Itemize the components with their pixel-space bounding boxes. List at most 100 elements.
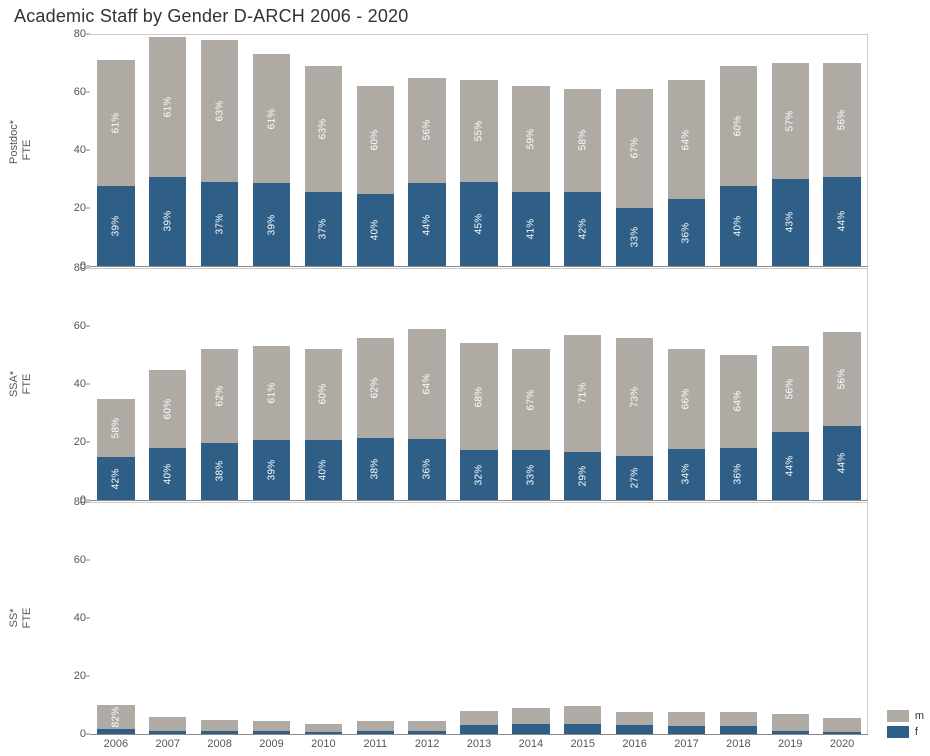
y-tick: 20 [62,202,86,214]
y-tick: 60 [62,86,86,98]
y-tick: 80 [62,496,86,508]
bar-m [772,714,809,731]
pct-label-f: 32% [474,465,485,486]
bar-m [668,712,705,726]
bar-m [408,721,445,731]
panel-sublabel-1: FTE [21,370,33,398]
x-tick: 2020 [830,738,854,750]
pct-label-f: 36% [422,459,433,480]
bar-m [201,720,238,732]
legend-label-m: m [915,710,924,722]
panel-label-1: SSA* [8,370,20,398]
pct-label-m: 82% [110,707,121,728]
pct-label-f: 42% [577,219,588,240]
pct-label-m: 61% [266,383,277,404]
pct-label-m: 71% [577,383,588,404]
panel-label-0: Postdoc* [8,136,20,164]
y-tick: 40 [62,144,86,156]
bar-f [253,731,290,734]
pct-label-f: 40% [318,460,329,481]
panel-1: SSA*FTE02040608042%58%40%60%38%62%39%61%… [28,268,868,500]
y-tick: 80 [62,262,86,274]
pct-label-f: 44% [837,453,848,474]
x-tick: 2015 [570,738,594,750]
y-tick: 80 [62,28,86,40]
plot-region: Postdoc*FTE02040608039%61%39%61%37%63%39… [0,34,930,756]
pct-label-m: 58% [577,130,588,151]
pct-label-f: 38% [370,459,381,480]
legend-label-f: f [915,726,918,738]
bar-m [720,712,757,726]
bar-f [357,731,394,734]
y-tick: 60 [62,320,86,332]
pct-label-f: 39% [266,214,277,235]
pct-label-f: 37% [318,219,329,240]
legend-item-m: m [887,708,924,724]
y-tick: 20 [62,436,86,448]
pct-label-m: 67% [525,389,536,410]
pct-label-m: 62% [214,386,225,407]
bar-f [305,732,342,734]
legend-swatch-f [887,726,909,738]
x-tick: 2014 [519,738,543,750]
x-tick: 2016 [622,738,646,750]
legend-swatch-m [887,710,909,722]
bar-m [616,712,653,725]
bar-m [460,711,497,725]
panel-sublabel-0: FTE [21,136,33,164]
pct-label-f: 40% [370,220,381,241]
pct-label-m: 63% [214,101,225,122]
pct-label-m: 64% [681,130,692,151]
bar-f [668,726,705,734]
pct-label-f: 43% [785,212,796,233]
pct-label-f: 34% [681,464,692,485]
chart-area-1: 42%58%40%60%38%62%39%61%40%60%38%62%36%6… [90,268,868,500]
bar-f [460,725,497,734]
bar-m [149,717,186,731]
bar-f [408,731,445,734]
y-tick: 40 [62,612,86,624]
pct-label-m: 66% [681,389,692,410]
x-tick: 2013 [467,738,491,750]
pct-label-f: 33% [629,227,640,248]
pct-label-f: 41% [525,219,536,240]
pct-label-m: 55% [474,121,485,142]
x-tick: 2018 [726,738,750,750]
pct-label-f: 29% [577,466,588,487]
x-tick: 2010 [311,738,335,750]
chart-area-2: 82% [90,502,868,734]
page-title: Academic Staff by Gender D-ARCH 2006 - 2… [14,6,408,27]
x-tick: 2017 [674,738,698,750]
bar-f [564,724,601,734]
pct-label-f: 40% [733,216,744,237]
pct-label-m: 61% [162,96,173,117]
pct-label-m: 63% [318,119,329,140]
pct-label-m: 58% [110,418,121,439]
panel-2: SS*FTE02040608082% [28,502,868,734]
pct-label-f: 27% [629,468,640,489]
bar-m [305,724,342,732]
panel-sublabel-2: FTE [21,604,33,632]
pct-label-f: 39% [266,460,277,481]
legend-item-f: f [887,724,924,740]
bar-f [720,726,757,734]
bar-m [564,706,601,723]
pct-label-m: 67% [629,138,640,159]
pct-label-m: 61% [266,109,277,130]
y-tick: 60 [62,554,86,566]
pct-label-f: 39% [110,216,121,237]
pct-label-m: 60% [733,116,744,137]
pct-label-m: 56% [422,120,433,141]
pct-label-m: 56% [837,110,848,131]
bar-m [357,721,394,731]
pct-label-f: 39% [162,211,173,232]
pct-label-f: 36% [733,464,744,485]
x-tick: 2006 [104,738,128,750]
pct-label-m: 57% [785,111,796,132]
chart-area-0: 39%61%39%61%37%63%39%61%37%63%40%60%44%5… [90,34,868,266]
bar-f [772,731,809,734]
bar-f [823,732,860,734]
panel-label-2: SS* [8,604,20,632]
pct-label-m: 56% [785,379,796,400]
bar-m [823,718,860,732]
